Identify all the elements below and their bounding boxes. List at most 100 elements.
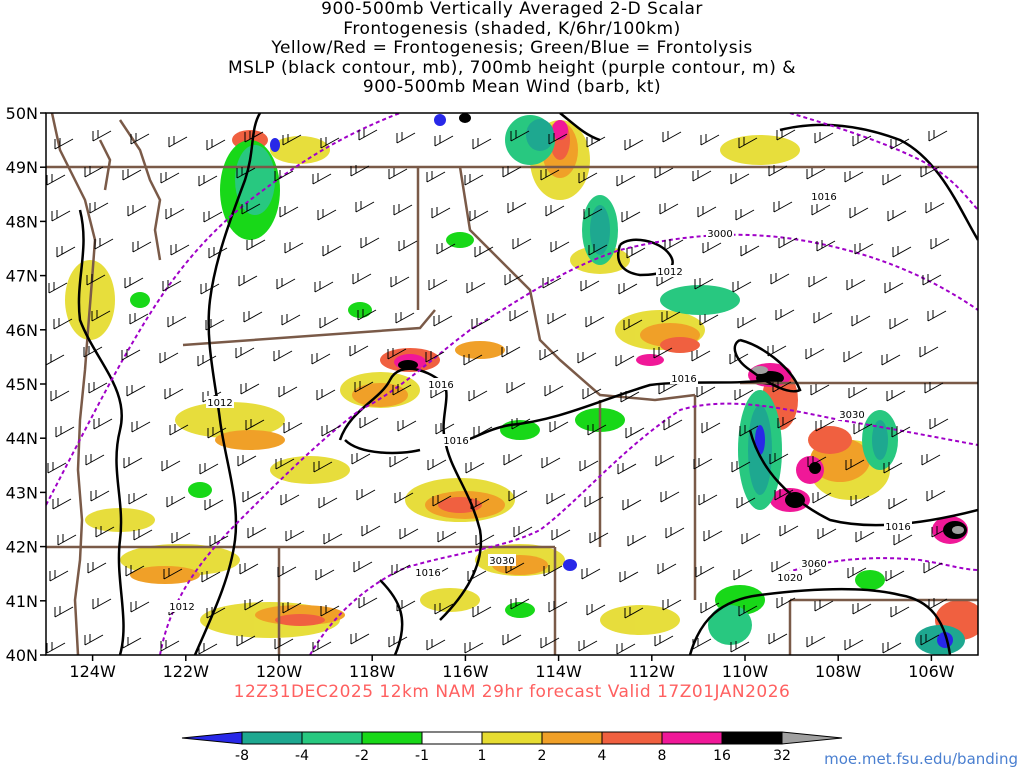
wind-barb (551, 529, 571, 541)
wind-barb (509, 310, 529, 322)
chart-title: 900-500mb Vertically Averaged 2-D Scalar… (0, 0, 1024, 98)
wind-barb (237, 455, 257, 467)
wind-barb (236, 635, 256, 647)
wind-barb (848, 387, 868, 399)
colorbar-max-arrow (781, 731, 843, 745)
latitude-axis: 50N 49N 48N 47N 46N 45N 44N 43N 42N 41N 40N (6, 104, 46, 665)
wind-barb (469, 210, 489, 222)
wind-barb (584, 496, 604, 508)
wind-barb (358, 597, 378, 609)
wind-barb (700, 134, 720, 146)
wind-barb (169, 424, 189, 436)
wind-barb (919, 346, 939, 358)
wind-barb (732, 281, 752, 293)
height-contour-label: 3000 (707, 229, 732, 240)
wind-barb (398, 240, 418, 252)
lat-label: 41N (6, 592, 38, 611)
wind-barb (197, 355, 217, 367)
wind-barb (46, 174, 66, 186)
wind-barb (703, 530, 723, 542)
wind-barb (885, 570, 905, 582)
colorbar-min-arrow (181, 731, 243, 745)
wind-barb (771, 561, 791, 573)
wind-barb (241, 203, 261, 215)
wind-barb (501, 346, 521, 358)
wind-barb (662, 131, 682, 143)
wind-barb (243, 311, 263, 323)
wind-barb (928, 130, 948, 142)
colorbar-swatch (661, 731, 723, 745)
wind-barb (738, 137, 758, 149)
mslp-contour-label: 1020 (777, 573, 802, 584)
wind-barb (544, 385, 564, 397)
wind-barb (810, 384, 830, 396)
wind-barb (240, 383, 260, 395)
wind-barb (734, 389, 754, 401)
wind-barb (390, 276, 410, 288)
mslp-contour-label: 1016 (415, 568, 440, 579)
wind-barb (467, 570, 487, 582)
colorbar-swatch (541, 731, 603, 745)
wind-barb (393, 204, 413, 216)
wind-barb (350, 633, 370, 645)
wind-barb (774, 489, 794, 501)
wind-barb (921, 454, 941, 466)
wind-barb (123, 457, 143, 469)
colorbar-label: 4 (598, 748, 607, 764)
wind-barb (582, 388, 602, 400)
colorbar-label: 32 (773, 748, 791, 764)
wind-barb (48, 282, 68, 294)
mslp-contours (77, 113, 978, 655)
colorbar-label: 2 (538, 748, 547, 764)
lat-label: 49N (6, 158, 38, 177)
wind-barb (583, 208, 603, 220)
wind-barb (94, 238, 114, 250)
wind-barb (133, 529, 153, 541)
wind-barb (662, 599, 682, 611)
credit-link[interactable]: moe.met.fsu.edu/banding (824, 750, 1018, 768)
wind-barb (471, 318, 491, 330)
wind-barb (359, 417, 379, 429)
wind-barb (770, 273, 790, 285)
wind-barb (388, 168, 408, 180)
mslp-contour-label: 1016 (671, 374, 696, 385)
wind-barb (654, 167, 674, 179)
wind-barb (502, 166, 522, 178)
wind-barb (844, 639, 864, 651)
wind-barb (132, 241, 152, 253)
wind-barb (816, 240, 836, 252)
wind-barb (54, 138, 74, 150)
wind-barb (624, 607, 644, 619)
wind-barb (654, 635, 674, 647)
wind-barb (396, 132, 416, 144)
wind-barb (358, 129, 378, 141)
wind-barb (694, 278, 714, 290)
wind-barb (618, 283, 638, 295)
wind-barb (577, 352, 597, 364)
wind-barb (547, 313, 567, 325)
wind-barb (130, 601, 150, 613)
wind-barb (473, 426, 493, 438)
wind-barb (692, 638, 712, 650)
wind-barb (548, 133, 568, 145)
wind-barb (513, 526, 533, 538)
wind-barb (512, 238, 532, 250)
wind-barb (507, 202, 527, 214)
wind-barb (805, 348, 825, 360)
wind-barb (434, 135, 454, 147)
height-contour-label: 3060 (801, 559, 826, 570)
wind-barb (735, 209, 755, 221)
wind-barb (854, 243, 874, 255)
wind-barb (315, 569, 335, 581)
wind-barb (890, 606, 910, 618)
wind-barb (355, 201, 375, 213)
wind-barb (884, 282, 904, 294)
wind-barb (399, 528, 419, 540)
height-contour-label: 3030 (489, 556, 514, 567)
wind-barb (928, 598, 948, 610)
wind-barb (235, 347, 255, 359)
wind-barb (886, 390, 906, 402)
wind-barb (808, 276, 828, 288)
wind-barb (160, 172, 180, 184)
wind-barb (86, 274, 106, 286)
